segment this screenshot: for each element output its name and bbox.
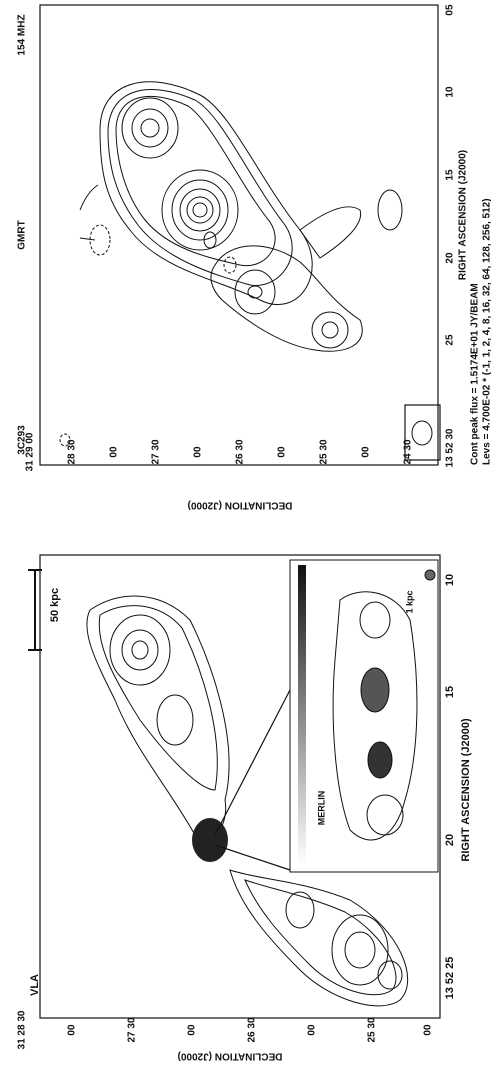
y-axis-title: DECLINATION (J2000) <box>188 499 293 510</box>
y-tick-label: 00 <box>109 446 120 458</box>
y-tick-label: 27 30 <box>151 439 162 464</box>
x-tick-label: 10 <box>445 86 456 98</box>
telescope-label: GMRT <box>17 220 28 249</box>
y-tick-label: 31 29 00 <box>25 432 36 471</box>
y-tick-label: 00 <box>187 1024 198 1036</box>
y-tick-label: 25 30 <box>367 1017 378 1042</box>
inset-frame <box>290 560 438 872</box>
scale-bar-label: 50 kpc <box>49 588 61 622</box>
note: Levs = 4.700E-02 * (-1, 1, 2, 4, 8, 16, … <box>482 198 491 465</box>
pointer-line <box>215 845 290 870</box>
y-tick-label: 00 <box>423 1024 434 1036</box>
contours <box>60 82 440 460</box>
telescope-label: VLA <box>29 974 41 996</box>
x-axis-title: RIGHT ASCENSION (J2000) <box>460 718 472 862</box>
y-tick-label: 00 <box>361 446 372 458</box>
grey-scale-bar <box>298 565 306 865</box>
y-tick-label: 31 28 30 <box>17 1010 28 1049</box>
x-tick-label: 10 <box>444 574 456 586</box>
x-axis-title: RIGHT ASCENSION (J2000) <box>458 150 469 280</box>
y-tick-label: 28 30 <box>67 439 78 464</box>
plot-frame <box>40 5 438 465</box>
y-tick-label: 26 30 <box>247 1017 258 1042</box>
x-tick-label: 13 52 30 <box>445 428 456 467</box>
y-tick-label: 00 <box>307 1024 318 1036</box>
note: Cont peak flux = 1.5174E+01 JY/BEAM <box>470 283 481 465</box>
x-tick-label: 05 <box>445 4 456 16</box>
y-tick-label: 25 30 <box>319 439 330 464</box>
x-tick-label: 20 <box>444 834 456 846</box>
x-tick-label: 25 <box>445 334 456 346</box>
frequency-label: 154 MHZ <box>17 14 28 55</box>
y-tick-label: 00 <box>67 1024 78 1036</box>
x-tick-label: 15 <box>444 686 456 698</box>
y-tick-label: 24 30 <box>403 439 414 464</box>
y-axis-title: DECLINATION (J2000) <box>178 1050 283 1061</box>
inset-scale-bar-label: 1 kpc <box>404 590 414 613</box>
pointer-line <box>215 690 290 835</box>
figure: 3C293GMRT154 MHZ31 29 0028 300027 300026… <box>0 0 491 1070</box>
inset-telescope-label: MERLIN <box>316 791 326 826</box>
y-tick-label: 00 <box>193 446 204 458</box>
y-tick-label: 26 30 <box>235 439 246 464</box>
x-tick-label: 15 <box>445 169 456 181</box>
y-tick-label: 00 <box>277 446 288 458</box>
x-tick-label: 13 52 25 <box>444 957 456 1000</box>
y-tick-label: 27 30 <box>127 1017 138 1042</box>
x-tick-label: 20 <box>445 252 456 264</box>
